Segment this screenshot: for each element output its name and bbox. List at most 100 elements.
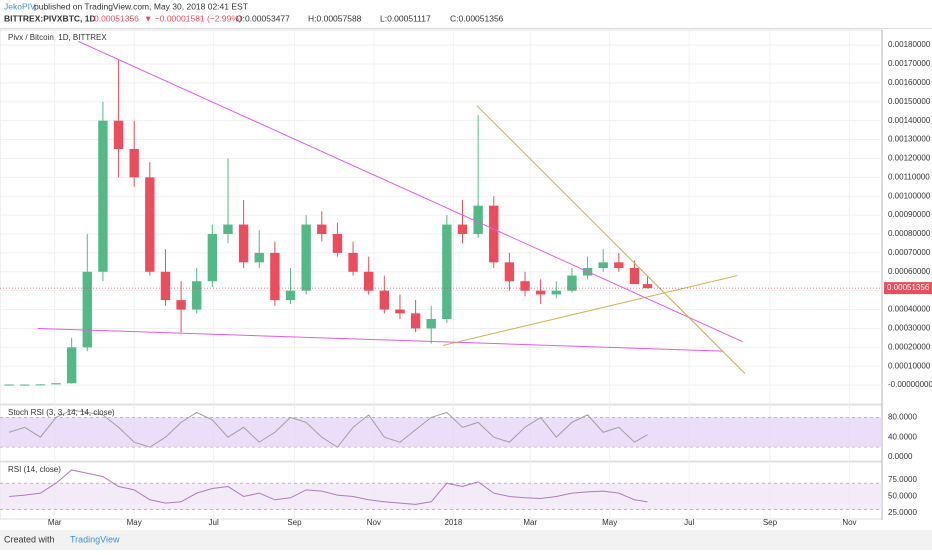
candle-body	[223, 224, 233, 234]
y-tick-label: 0.00180000	[888, 40, 931, 49]
candle-body	[379, 290, 390, 310]
indicator-line	[9, 469, 648, 505]
candle-body	[642, 284, 653, 289]
x-tick-label: 2018	[444, 518, 462, 527]
candle-body	[567, 275, 577, 291]
y-tick-label: 0.00070000	[888, 248, 931, 257]
trendline	[476, 105, 746, 375]
y-tick-label: -0.00000000	[888, 380, 932, 389]
candle-body	[20, 384, 30, 386]
indicator-name: Stoch RSI (3, 3, 14, 14, close)	[8, 408, 115, 417]
indicator-line	[8, 409, 648, 448]
candle-body	[535, 290, 546, 295]
footer-created: Created with	[4, 534, 55, 544]
x-tick-label: Mar	[48, 518, 62, 527]
y-tick-label: 80.0000	[888, 412, 917, 421]
chart-title: Pivx / Bitcoin, 1D, BITTREX	[8, 33, 107, 42]
candle-body	[301, 224, 311, 291]
symbol: BITTREX:PIVXBTC, 1D	[4, 13, 96, 23]
x-tick-label: Jul	[209, 518, 219, 527]
y-tick-label: 0.00020000	[888, 342, 931, 351]
candle-body	[364, 271, 374, 291]
candle-body	[348, 252, 358, 272]
candle-body	[176, 300, 186, 310]
indicator-band	[0, 417, 882, 448]
x-tick-label: Mar	[523, 518, 537, 527]
candle-body	[238, 224, 249, 263]
candle-body	[145, 177, 155, 272]
y-tick-label: 0.00140000	[888, 116, 931, 125]
candle-body	[51, 383, 61, 385]
candle-body	[426, 319, 436, 329]
footer-bar	[0, 530, 932, 550]
x-tick-label: May	[602, 518, 617, 527]
y-tick-label: 0.00090000	[888, 210, 931, 219]
candle-body	[473, 205, 483, 234]
candle-body	[614, 262, 624, 268]
y-tick-label: 0.00130000	[888, 135, 931, 144]
y-tick-label: 40.0000	[888, 432, 917, 441]
trendline	[37, 327, 724, 352]
close: C:0.00051356	[450, 13, 504, 23]
y-tick-label: 50.0000	[888, 492, 917, 501]
candle-body	[113, 120, 124, 149]
candle-body	[254, 252, 264, 263]
last-price-box	[884, 282, 932, 295]
candle-body	[332, 234, 343, 253]
y-tick-label: 0.00110000	[888, 172, 930, 181]
x-tick-label: Sep	[287, 518, 302, 527]
candle-body	[66, 347, 77, 384]
candle-body	[4, 384, 14, 386]
candle-body	[520, 281, 530, 291]
y-tick-label: 0.00010000	[888, 361, 931, 370]
trendline	[442, 275, 738, 346]
high: H:0.00057588	[308, 13, 362, 23]
x-tick-label: Nov	[842, 518, 856, 527]
x-tick-label: Sep	[763, 518, 778, 527]
candle-body	[82, 271, 92, 348]
divider	[0, 28, 932, 29]
candle-body	[192, 281, 202, 310]
y-tick-label: 75.0000	[888, 475, 917, 484]
candle-body	[457, 224, 468, 234]
open: O:0.00053477	[236, 13, 290, 23]
y-tick-label: 0.00100000	[888, 191, 931, 200]
y-tick-label: 0.0000	[888, 452, 913, 461]
candle-body	[129, 149, 139, 178]
footer-brand[interactable]: TradingView	[70, 534, 120, 544]
y-tick-label: 0.00040000	[888, 305, 931, 314]
candle-body	[317, 224, 327, 234]
y-tick-label: 0.00060000	[888, 267, 931, 276]
last-price-label: 0.00051356	[887, 283, 930, 292]
indicator-band	[0, 483, 882, 510]
candle-body	[35, 384, 46, 386]
candle-body	[410, 313, 421, 329]
y-tick-label: 25.0000	[888, 508, 917, 517]
y-tick-label: 0.00170000	[888, 59, 931, 68]
y-tick-label: 0.00150000	[888, 97, 931, 106]
author[interactable]: JekoPIV	[4, 1, 36, 11]
candle-body	[285, 290, 296, 301]
indicator-name: RSI (14, close)	[8, 465, 61, 474]
candle-body	[442, 224, 452, 319]
last: 0.00051356	[94, 13, 139, 23]
x-tick-label: Nov	[367, 518, 381, 527]
candle-body	[504, 262, 515, 282]
y-tick-label: 0.00030000	[888, 324, 931, 333]
candle-body	[207, 234, 218, 282]
candle-body	[160, 271, 171, 301]
low: L:0.00051117	[380, 13, 431, 23]
trendline	[77, 40, 743, 343]
change: ▼ −0.00001581 (−2.99%)	[144, 13, 242, 23]
x-tick-label: May	[127, 518, 142, 527]
candle-body	[98, 120, 108, 272]
published: published on TradingView.com, May 30, 20…	[34, 1, 248, 11]
y-tick-label: 0.00080000	[888, 229, 931, 238]
candle-body	[395, 309, 405, 314]
x-tick-label: Jul	[684, 518, 694, 527]
y-tick-label: 0.00160000	[888, 78, 931, 87]
candle-body	[489, 205, 499, 263]
y-tick-label: 0.00120000	[888, 154, 931, 163]
